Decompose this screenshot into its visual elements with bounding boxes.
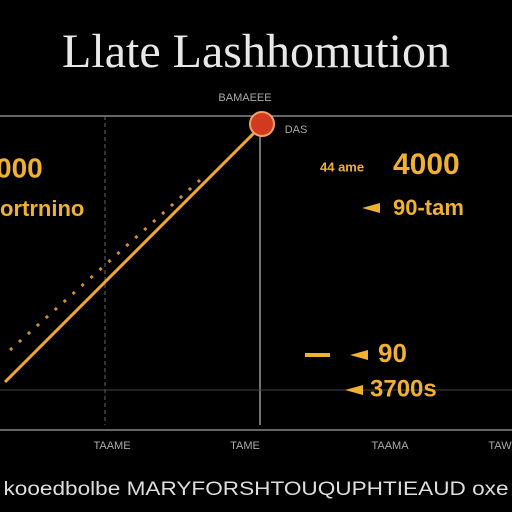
axis-label: TAME <box>230 440 260 452</box>
right-value: 4000 <box>393 148 460 181</box>
arrow <box>345 385 363 395</box>
right-sub-label: 90-tam <box>393 195 464 220</box>
left-value: 000 <box>0 152 43 183</box>
arrow <box>350 350 368 360</box>
axis-label: TAAME <box>93 440 130 452</box>
axis-label: TAAMA <box>371 440 409 452</box>
axis-label: TAW <box>488 440 512 452</box>
left-label: ortrnino <box>0 196 84 221</box>
small-label: 44 ame <box>320 159 364 174</box>
top-label: BAMAEEE <box>218 92 271 104</box>
lower-sub-value: 3700s <box>370 375 437 402</box>
top-right-label: DAS <box>285 124 308 136</box>
title: Llate Lashhomution <box>62 25 450 78</box>
footer-text: kooedbolbe MARYFORSHTOUQUPHTIEAUD oxe <box>4 479 509 500</box>
trend-line <box>3 130 257 384</box>
arrow <box>362 203 380 213</box>
marker <box>249 111 275 137</box>
lower-value: 90 <box>378 338 407 368</box>
